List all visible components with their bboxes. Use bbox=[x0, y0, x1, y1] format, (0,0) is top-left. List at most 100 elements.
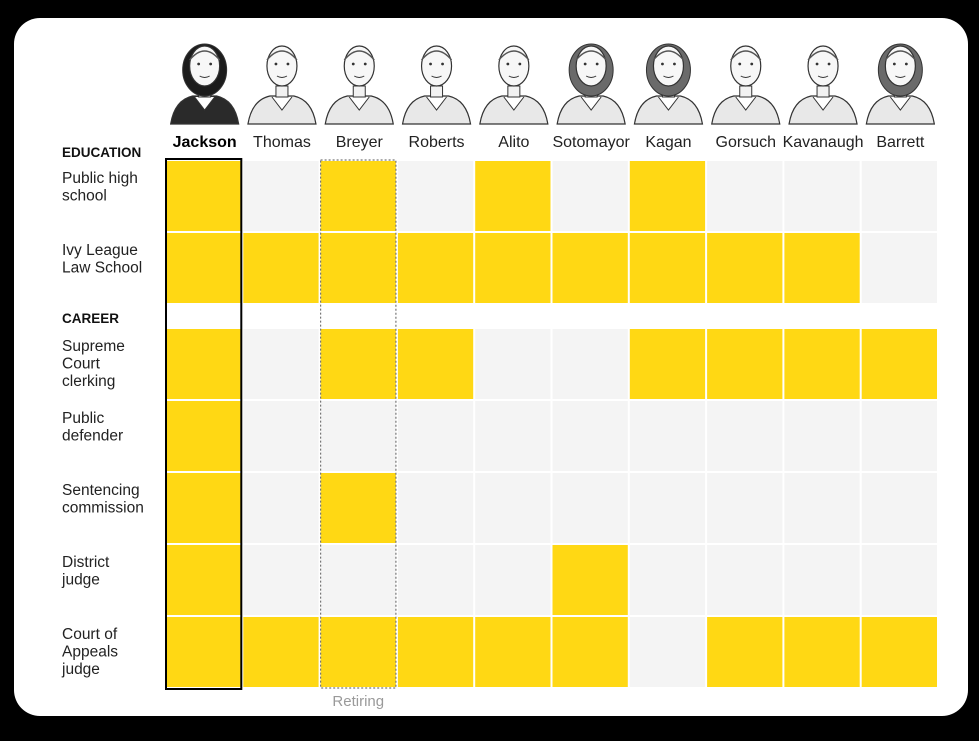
justice-name-thomas: Thomas bbox=[253, 134, 311, 151]
cell-public-high-school-barrett bbox=[861, 161, 937, 231]
cell-court-of-appeals-judge-jackson bbox=[166, 617, 242, 687]
cell-supreme-court-clerking-gorsuch bbox=[707, 329, 783, 399]
cell-sentencing-commission-kagan bbox=[629, 473, 706, 543]
justice-name-roberts: Roberts bbox=[409, 134, 465, 151]
highlight-column-border bbox=[165, 158, 243, 690]
row-label-sentencing-commission: Sentencing commission bbox=[62, 482, 144, 517]
cell-public-high-school-breyer bbox=[320, 161, 396, 231]
cell-sentencing-commission-gorsuch bbox=[707, 473, 783, 543]
cell-district-judge-kagan bbox=[629, 545, 706, 615]
justice-name-breyer: Breyer bbox=[336, 134, 384, 151]
retiring-column-border bbox=[320, 159, 397, 689]
cell-court-of-appeals-judge-barrett bbox=[861, 617, 937, 687]
cell-ivy-league-law-school-jackson bbox=[166, 233, 242, 303]
cell-public-high-school-thomas bbox=[243, 161, 319, 231]
cell-supreme-court-clerking-thomas bbox=[243, 329, 319, 399]
justices-comparison-chart: Jackson Thomas Breyer Roberts Alito Sotomayor… bbox=[61, 43, 937, 710]
cell-public-defender-kagan bbox=[629, 401, 706, 471]
cell-sentencing-commission-kavanaugh bbox=[784, 473, 860, 543]
justice-name-barrett: Barrett bbox=[876, 134, 925, 151]
cell-public-high-school-kagan bbox=[629, 161, 706, 231]
cell-supreme-court-clerking-alito bbox=[475, 329, 551, 399]
cell-district-judge-kavanaugh bbox=[784, 545, 860, 615]
cell-ivy-league-law-school-kavanaugh bbox=[784, 233, 860, 303]
cell-ivy-league-law-school-gorsuch bbox=[707, 233, 783, 303]
cell-court-of-appeals-judge-kavanaugh bbox=[784, 617, 860, 687]
cell-court-of-appeals-judge-gorsuch bbox=[707, 617, 783, 687]
cell-supreme-court-clerking-jackson bbox=[166, 329, 242, 399]
cell-sentencing-commission-barrett bbox=[861, 473, 937, 543]
cell-public-defender-thomas bbox=[243, 401, 319, 471]
cell-supreme-court-clerking-kagan bbox=[629, 329, 706, 399]
portrait-thomas bbox=[247, 45, 317, 125]
cell-sentencing-commission-thomas bbox=[243, 473, 319, 543]
justice-name-kagan: Kagan bbox=[645, 134, 691, 151]
portraits-layer bbox=[169, 43, 936, 125]
justice-names-layer: Jackson Thomas Breyer Roberts Alito Sotomayor… bbox=[173, 134, 925, 151]
portrait-barrett bbox=[865, 43, 936, 125]
cell-district-judge-breyer bbox=[320, 545, 396, 615]
cell-ivy-league-law-school-roberts bbox=[397, 233, 474, 303]
cell-district-judge-roberts bbox=[397, 545, 474, 615]
cell-public-high-school-kavanaugh bbox=[784, 161, 860, 231]
cell-public-defender-breyer bbox=[320, 401, 396, 471]
cell-supreme-court-clerking-kavanaugh bbox=[784, 329, 860, 399]
cell-district-judge-thomas bbox=[243, 545, 319, 615]
cell-ivy-league-law-school-barrett bbox=[861, 233, 937, 303]
cell-ivy-league-law-school-sotomayor bbox=[552, 233, 628, 303]
cell-sentencing-commission-sotomayor bbox=[552, 473, 628, 543]
cell-court-of-appeals-judge-sotomayor bbox=[552, 617, 628, 687]
cell-public-high-school-sotomayor bbox=[552, 161, 628, 231]
cell-public-high-school-alito bbox=[475, 161, 551, 231]
cell-district-judge-jackson bbox=[166, 545, 242, 615]
justice-name-kavanaugh: Kavanaugh bbox=[783, 134, 864, 151]
portrait-jackson bbox=[169, 43, 240, 125]
portrait-sotomayor bbox=[556, 43, 626, 125]
justice-name-sotomayor: Sotomayor bbox=[552, 134, 630, 151]
justice-name-alito: Alito bbox=[498, 134, 529, 151]
cell-supreme-court-clerking-roberts bbox=[397, 329, 474, 399]
row-labels-layer: EDUCATION CAREER Public high school Ivy Leag… bbox=[61, 145, 144, 678]
cell-ivy-league-law-school-thomas bbox=[243, 233, 319, 303]
cell-supreme-court-clerking-breyer bbox=[320, 329, 396, 399]
row-label-public-defender: Public defender bbox=[62, 410, 123, 445]
cell-court-of-appeals-judge-breyer bbox=[320, 617, 396, 687]
row-label-ivy-league-law-school: Ivy League Law School bbox=[62, 242, 142, 277]
cell-public-defender-kavanaugh bbox=[784, 401, 860, 471]
cell-court-of-appeals-judge-thomas bbox=[243, 617, 319, 687]
cell-public-defender-gorsuch bbox=[707, 401, 783, 471]
cell-court-of-appeals-judge-kagan bbox=[629, 617, 706, 687]
cells-layer bbox=[166, 161, 937, 687]
justice-name-jackson: Jackson bbox=[173, 134, 237, 151]
cell-district-judge-barrett bbox=[861, 545, 937, 615]
cell-public-defender-jackson bbox=[166, 401, 242, 471]
cell-district-judge-sotomayor bbox=[552, 545, 628, 615]
cell-public-high-school-jackson bbox=[166, 161, 242, 231]
chart-card: Jackson Thomas Breyer Roberts Alito Sotomayor… bbox=[14, 18, 968, 716]
portrait-gorsuch bbox=[711, 45, 781, 125]
cell-sentencing-commission-breyer bbox=[320, 473, 396, 543]
cell-ivy-league-law-school-breyer bbox=[320, 233, 396, 303]
cell-supreme-court-clerking-barrett bbox=[861, 329, 937, 399]
cell-ivy-league-law-school-alito bbox=[475, 233, 551, 303]
portrait-kavanaugh bbox=[788, 45, 858, 125]
portrait-alito bbox=[479, 45, 549, 125]
cell-public-defender-alito bbox=[475, 401, 551, 471]
cell-sentencing-commission-roberts bbox=[397, 473, 474, 543]
portrait-roberts bbox=[401, 45, 472, 125]
row-label-public-high-school: Public high school bbox=[62, 170, 138, 205]
cell-ivy-league-law-school-kagan bbox=[629, 233, 706, 303]
cell-district-judge-alito bbox=[475, 545, 551, 615]
cell-sentencing-commission-alito bbox=[475, 473, 551, 543]
cell-public-defender-barrett bbox=[861, 401, 937, 471]
cell-public-defender-roberts bbox=[397, 401, 474, 471]
cell-public-high-school-roberts bbox=[397, 161, 474, 231]
justice-name-gorsuch: Gorsuch bbox=[716, 134, 776, 151]
overlays-layer: Retiring bbox=[165, 158, 397, 710]
retiring-label: Retiring bbox=[332, 693, 384, 710]
cell-public-defender-sotomayor bbox=[552, 401, 628, 471]
cell-public-high-school-gorsuch bbox=[707, 161, 783, 231]
portrait-breyer bbox=[324, 45, 394, 125]
cell-supreme-court-clerking-sotomayor bbox=[552, 329, 628, 399]
section-label-career: CAREER bbox=[62, 311, 119, 326]
